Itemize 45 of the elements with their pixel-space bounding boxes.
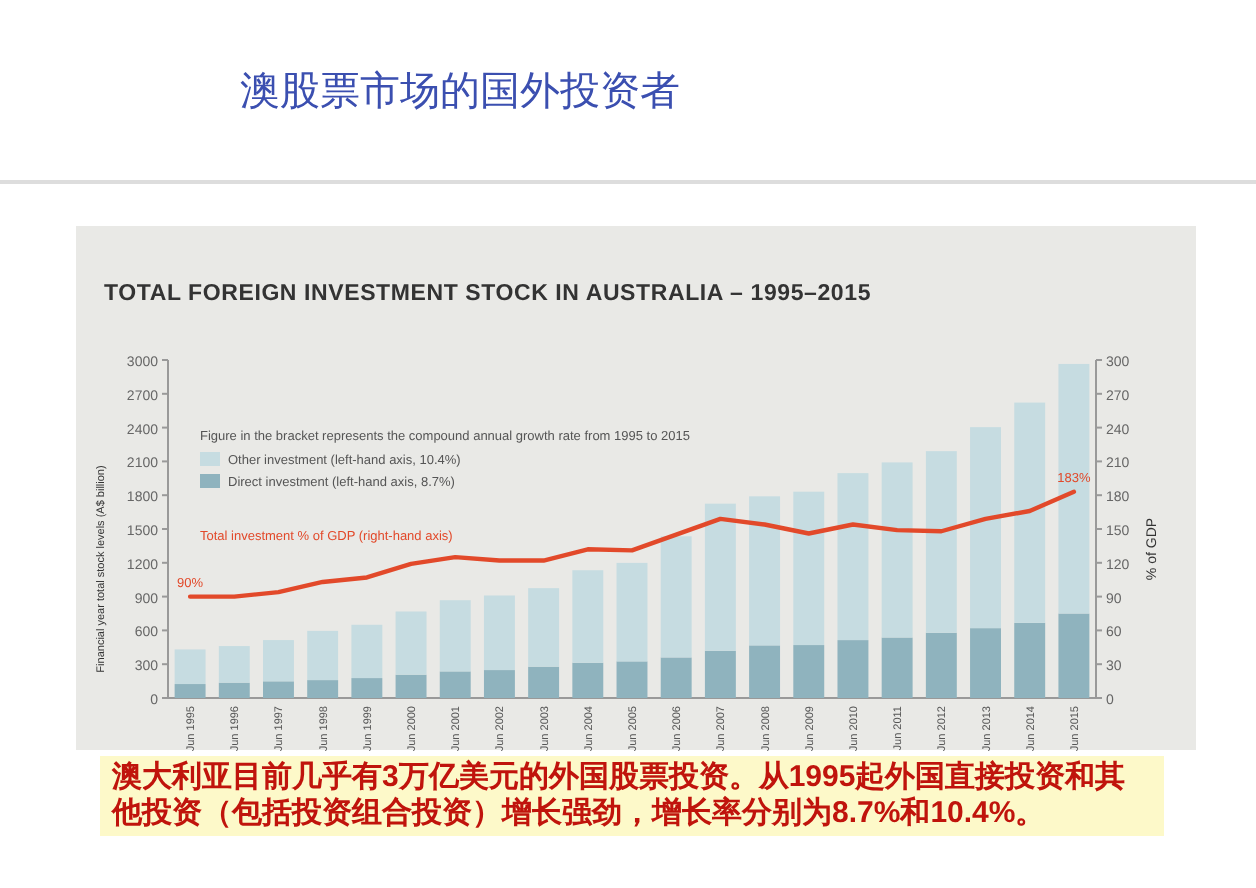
text: 澳大利亚目前几乎有3万亿美元的外国股票投资。从1995起外国直接投资和其他投资（包括投资组合投资）增长强劲，增长率分别为8.7%和10.4%。 (100, 756, 1164, 836)
bar (704, 650, 736, 698)
bar (528, 666, 560, 698)
bar (572, 662, 604, 698)
bar (263, 640, 294, 682)
bar (881, 637, 913, 698)
bar (925, 451, 957, 633)
bar (793, 645, 825, 698)
bar (439, 671, 471, 698)
bar (174, 684, 206, 698)
bar (793, 491, 825, 646)
bar (749, 645, 781, 698)
bar (660, 536, 692, 658)
bar (1058, 363, 1090, 614)
bar (307, 680, 339, 698)
bar (307, 630, 339, 681)
bar (616, 562, 648, 662)
bar (439, 600, 471, 672)
bar (970, 628, 1001, 698)
bar (351, 678, 383, 698)
bar (616, 661, 648, 698)
bar (749, 496, 781, 646)
bar (881, 462, 913, 638)
bar (218, 646, 250, 683)
bar (351, 624, 383, 679)
bar (1014, 622, 1046, 698)
bar (174, 649, 206, 685)
chart-title: 澳股票市场的国外投资者 (240, 68, 680, 118)
bar (395, 611, 427, 675)
chart-subtitle: TOTAL FOREIGN INVESTMENT STOCK IN AUSTRALIA – 1995–2015 (104, 282, 872, 306)
bar (660, 657, 692, 698)
bar (970, 427, 1001, 629)
bar (218, 682, 250, 698)
bar (483, 670, 515, 698)
bar (572, 570, 604, 663)
bar (1014, 402, 1046, 623)
bar (263, 681, 294, 698)
bar (837, 473, 869, 641)
bar (925, 632, 957, 698)
bar (837, 640, 869, 698)
bar (704, 503, 736, 651)
bar (483, 595, 515, 671)
bar (395, 674, 427, 698)
bar (528, 588, 560, 667)
bar (1058, 613, 1090, 698)
